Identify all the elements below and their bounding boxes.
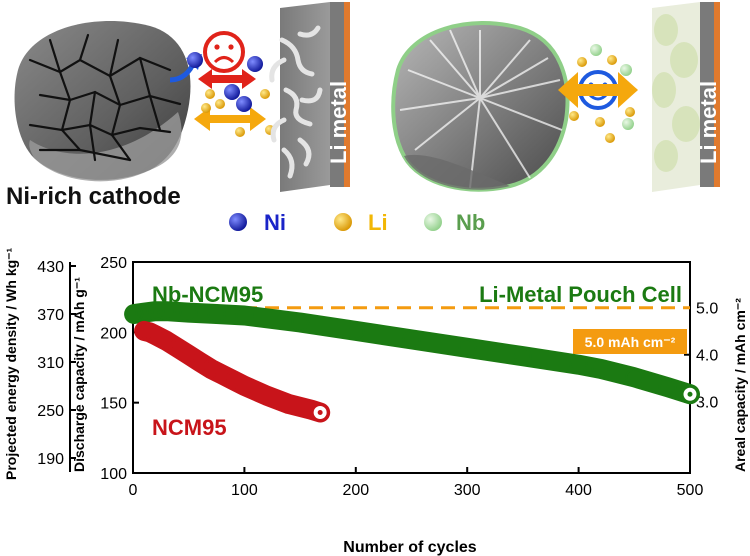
plot-frame bbox=[132, 261, 691, 474]
energy-tick-label: 430 bbox=[37, 259, 64, 276]
chart: 190 250 310 370 430 Projected energy density… bbox=[3, 247, 748, 556]
data-point bbox=[658, 378, 677, 397]
cell-type-label: Li-Metal Pouch Cell bbox=[479, 282, 682, 307]
data-point bbox=[125, 305, 144, 324]
ions-right bbox=[569, 44, 635, 143]
sad-face-icon bbox=[203, 31, 245, 73]
ion-legend: Ni Li Nb bbox=[229, 210, 485, 235]
li-metal-slab-right bbox=[652, 2, 720, 192]
data-point bbox=[291, 313, 310, 332]
x-tick-label: 100 bbox=[231, 482, 258, 499]
discharge-axis-label: Discharge capacity / mAh g⁻¹ bbox=[71, 277, 87, 472]
x-tick-label: 300 bbox=[454, 482, 481, 499]
y-tick-label: 250 bbox=[100, 255, 127, 272]
y-tick-label: 100 bbox=[100, 466, 127, 483]
series-ncm95 bbox=[134, 320, 331, 423]
data-point bbox=[235, 306, 254, 325]
energy-axis-label: Projected energy density / Wh kg⁻¹ bbox=[3, 247, 19, 480]
li-metal-slab-left bbox=[269, 2, 350, 192]
y-tick-label: 150 bbox=[100, 396, 127, 413]
data-point bbox=[224, 371, 243, 390]
x-tick-label: 0 bbox=[129, 482, 138, 499]
data-point bbox=[591, 359, 610, 378]
x-tick-label: 400 bbox=[565, 482, 592, 499]
reference-label-box bbox=[573, 329, 687, 354]
data-point bbox=[201, 359, 220, 378]
data-point bbox=[257, 386, 276, 405]
legend-nb-marker bbox=[424, 213, 442, 231]
energy-tick-label: 310 bbox=[37, 355, 64, 372]
legend-li-marker bbox=[334, 213, 352, 231]
x-tick-label: 500 bbox=[677, 482, 704, 499]
data-point bbox=[346, 321, 365, 340]
data-point bbox=[279, 395, 298, 414]
red-double-arrow bbox=[198, 69, 256, 89]
data-point bbox=[146, 326, 165, 345]
y-tick-label: 200 bbox=[100, 325, 127, 342]
legend-ni-label: Ni bbox=[264, 210, 286, 235]
series-label-ncm95: NCM95 bbox=[152, 415, 227, 440]
energy-tick-label: 370 bbox=[37, 307, 64, 324]
data-point bbox=[179, 303, 198, 322]
end-marker-dot bbox=[687, 391, 693, 397]
series-nb-ncm95 bbox=[124, 301, 700, 405]
energy-tick-label: 250 bbox=[37, 403, 64, 420]
series-label-nb-ncm95: Nb-NCM95 bbox=[152, 282, 263, 307]
data-point bbox=[135, 303, 154, 322]
areal-tick-label: 4.0 bbox=[696, 348, 718, 365]
cracked-cathode-particle bbox=[14, 21, 191, 182]
legend-li-label: Li bbox=[368, 210, 388, 235]
areal-axis-label: Areal capacity / mAh cm⁻² bbox=[732, 298, 748, 472]
data-point bbox=[625, 368, 644, 387]
li-metal-label-right: Li metal bbox=[696, 81, 721, 164]
data-point bbox=[569, 355, 588, 374]
data-point bbox=[402, 330, 421, 349]
areal-tick-label: 3.0 bbox=[696, 395, 718, 412]
nb-coated-cathode-particle bbox=[391, 21, 570, 192]
legend-ni-marker bbox=[229, 213, 247, 231]
data-point bbox=[213, 365, 232, 384]
data-point bbox=[207, 305, 226, 324]
end-marker-dot bbox=[317, 410, 323, 416]
reference-label: 5.0 mAh cm⁻² bbox=[585, 334, 676, 350]
li-metal-label-left: Li metal bbox=[326, 81, 351, 164]
cathode-label: Ni-rich cathode bbox=[6, 183, 181, 210]
energy-tick-label: 190 bbox=[37, 451, 64, 468]
x-axis-label: Number of cycles bbox=[343, 539, 476, 556]
data-point bbox=[157, 302, 176, 321]
data-point bbox=[235, 376, 254, 395]
x-tick-label: 200 bbox=[342, 482, 369, 499]
areal-tick-label: 5.0 bbox=[696, 301, 718, 318]
data-point bbox=[458, 338, 477, 357]
data-point bbox=[513, 347, 532, 366]
orange-double-arrow-right bbox=[558, 72, 638, 108]
data-point bbox=[146, 302, 165, 321]
legend-nb-label: Nb bbox=[456, 210, 485, 235]
